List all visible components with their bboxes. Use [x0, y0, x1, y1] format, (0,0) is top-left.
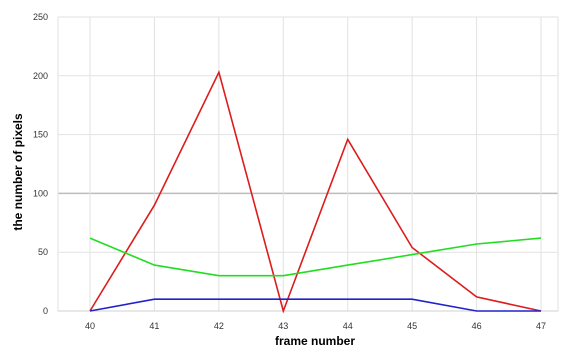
y-tick-label: 100	[33, 188, 48, 198]
series-layer	[89, 70, 542, 314]
x-tick-label: 40	[85, 321, 95, 331]
x-tick-label: 42	[214, 321, 224, 331]
y-tick-label: 0	[43, 306, 48, 316]
x-tick-label: 47	[536, 321, 546, 331]
x-tick-label: 43	[278, 321, 288, 331]
y-axis-title: the number of pixels	[11, 113, 25, 231]
series-line-3	[89, 298, 541, 312]
y-tick-label: 50	[38, 247, 48, 257]
tick-labels: 0 50 100 150 200 250 40 41 42 43 44 45 46 47	[33, 12, 546, 331]
x-tick-label: 45	[407, 321, 417, 331]
grid	[57, 16, 559, 312]
x-tick-label: 41	[149, 321, 159, 331]
y-tick-label: 250	[33, 12, 48, 22]
x-tick-label: 46	[472, 321, 482, 331]
series-line-2	[89, 237, 542, 277]
series-line-1	[89, 70, 542, 314]
x-axis-title: frame number	[275, 334, 355, 348]
y-tick-label: 150	[33, 130, 48, 140]
x-tick-label: 44	[343, 321, 353, 331]
y-tick-label: 200	[33, 71, 48, 81]
